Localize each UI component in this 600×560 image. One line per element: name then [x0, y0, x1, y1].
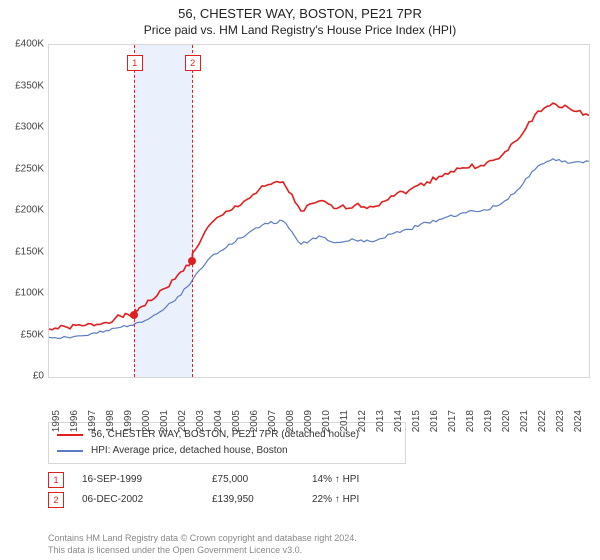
x-axis-tick-label: 1995 [51, 410, 62, 432]
reference-line [134, 45, 135, 377]
transaction-price: £139,950 [212, 490, 312, 510]
x-axis-tick-label: 2015 [411, 410, 422, 432]
transaction-row: 2 06-DEC-2002 £139,950 22% ↑ HPI [48, 490, 588, 510]
transaction-date: 06-DEC-2002 [82, 490, 212, 510]
transaction-marker: 2 [48, 492, 64, 508]
x-axis-tick-label: 2017 [447, 410, 458, 432]
legend-swatch [57, 434, 83, 436]
footer-text: Contains HM Land Registry data © Crown c… [48, 532, 357, 556]
y-axis-tick-label: £300K [0, 122, 44, 133]
y-axis-tick-label: £100K [0, 288, 44, 299]
x-axis-tick-label: 2000 [141, 410, 152, 432]
x-axis-tick-label: 2024 [573, 410, 584, 432]
x-axis-tick-label: 2009 [303, 410, 314, 432]
x-axis-tick-label: 2006 [249, 410, 260, 432]
x-axis-tick-label: 2023 [555, 410, 566, 432]
y-axis-tick-label: £350K [0, 80, 44, 91]
x-axis-tick-label: 2005 [231, 410, 242, 432]
x-axis-tick-label: 2001 [159, 410, 170, 432]
chart-container: 56, CHESTER WAY, BOSTON, PE21 7PR Price … [0, 0, 600, 560]
x-axis-tick-label: 2011 [339, 410, 350, 432]
legend-box: 56, CHESTER WAY, BOSTON, PE21 7PR (detac… [48, 422, 406, 464]
plot-area: 12 [48, 44, 590, 378]
legend-and-transactions: 56, CHESTER WAY, BOSTON, PE21 7PR (detac… [48, 422, 588, 510]
y-axis-tick-label: £50K [0, 329, 44, 340]
x-axis-tick-label: 2012 [357, 410, 368, 432]
x-axis-tick-label: 2004 [213, 410, 224, 432]
reference-marker: 1 [127, 55, 143, 71]
x-axis-tick-label: 2007 [267, 410, 278, 432]
transaction-price: £75,000 [212, 470, 312, 490]
y-axis-tick-label: £250K [0, 163, 44, 174]
series-line [49, 103, 589, 330]
y-axis-tick-label: £200K [0, 205, 44, 216]
x-axis-tick-label: 2018 [465, 410, 476, 432]
chart-title: 56, CHESTER WAY, BOSTON, PE21 7PR [0, 0, 600, 21]
legend-label: HPI: Average price, detached house, Bost… [91, 443, 288, 459]
reference-marker: 2 [185, 55, 201, 71]
x-axis-tick-label: 2019 [483, 410, 494, 432]
transaction-marker: 1 [48, 472, 64, 488]
x-axis-tick-label: 2014 [393, 410, 404, 432]
x-axis-tick-label: 2010 [321, 410, 332, 432]
legend-swatch [57, 450, 83, 452]
lines-layer [49, 45, 589, 377]
chart-subtitle: Price paid vs. HM Land Registry's House … [0, 21, 600, 41]
x-axis-tick-label: 2013 [375, 410, 386, 432]
footer-line: Contains HM Land Registry data © Crown c… [48, 532, 357, 544]
x-axis-tick-label: 1999 [123, 410, 134, 432]
footer-line: This data is licensed under the Open Gov… [48, 544, 357, 556]
legend-row: HPI: Average price, detached house, Bost… [57, 443, 397, 459]
y-axis-tick-label: £400K [0, 39, 44, 50]
x-axis-tick-label: 2021 [519, 410, 530, 432]
x-axis-tick-label: 2020 [501, 410, 512, 432]
x-axis-tick-label: 1997 [87, 410, 98, 432]
x-axis-tick-label: 2002 [177, 410, 188, 432]
y-axis-tick-label: £0 [0, 371, 44, 382]
transaction-row: 1 16-SEP-1999 £75,000 14% ↑ HPI [48, 470, 588, 490]
reference-line [192, 45, 193, 377]
x-axis-tick-label: 2008 [285, 410, 296, 432]
sale-dot [188, 257, 196, 265]
transaction-hpi: 22% ↑ HPI [312, 490, 412, 510]
x-axis-tick-label: 2016 [429, 410, 440, 432]
transaction-hpi: 14% ↑ HPI [312, 470, 412, 490]
x-axis-tick-label: 1998 [105, 410, 116, 432]
sale-dot [130, 311, 138, 319]
y-axis-tick-label: £150K [0, 246, 44, 257]
x-axis-tick-label: 2022 [537, 410, 548, 432]
x-axis-tick-label: 1996 [69, 410, 80, 432]
x-axis-tick-label: 2003 [195, 410, 206, 432]
transaction-date: 16-SEP-1999 [82, 470, 212, 490]
